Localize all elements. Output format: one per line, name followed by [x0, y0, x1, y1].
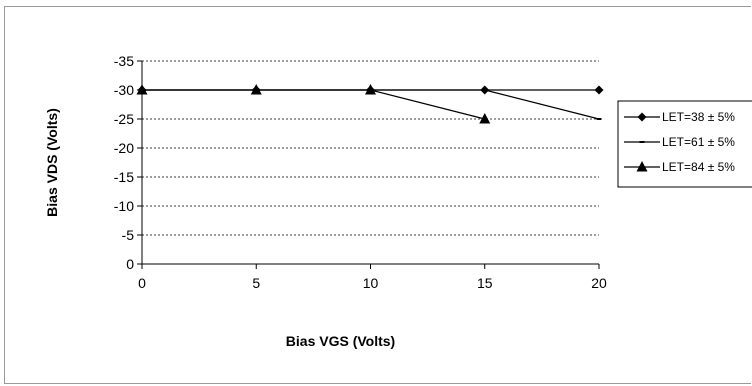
series-line: [142, 89, 485, 120]
x-tick-label: 10: [363, 275, 379, 291]
y-tick-label: 0: [126, 256, 134, 272]
x-tick-label: 20: [591, 275, 607, 291]
y-tick-label: -15: [114, 169, 134, 185]
x-tick-label: 0: [138, 275, 146, 291]
y-tick-label: -5: [122, 227, 135, 243]
x-tick-labels: 0 5 10 15 20: [138, 275, 607, 291]
data-point: [596, 118, 602, 120]
x-tick-label: 5: [252, 275, 260, 291]
legend-marker: [636, 161, 648, 172]
legend-label: LET=38 ± 5%: [662, 110, 735, 124]
y-tick-label: -20: [114, 140, 134, 156]
axes: [137, 60, 600, 269]
data-point: [482, 89, 488, 91]
data-point: [250, 84, 262, 95]
y-tick-label: -25: [114, 111, 134, 127]
y-tick-label: -35: [114, 53, 134, 69]
data-point: [136, 84, 148, 95]
legend-marker: [639, 141, 645, 143]
series-3: [136, 84, 491, 124]
series-group: [136, 84, 604, 124]
y-tick-label: -30: [114, 82, 134, 98]
y-axis-title: Bias VDS (Volts): [44, 108, 60, 217]
x-axis-title: Bias VGS (Volts): [286, 333, 395, 349]
y-tick-label: -10: [114, 198, 134, 214]
data-point: [594, 85, 604, 95]
chart-frame: [4, 6, 751, 384]
y-tick-labels: 0 -5 -10 -15 -20 -25 -30 -35: [114, 53, 134, 272]
legend-label: LET=61 ± 5%: [662, 135, 735, 149]
x-tick-label: 15: [477, 275, 493, 291]
data-point: [479, 113, 491, 124]
data-point: [365, 84, 376, 95]
legend-marker: [637, 112, 647, 122]
legend-label: LET=84 ± 5%: [662, 160, 735, 174]
legend: LET=38 ± 5% LET=61 ± 5% LET=84 ± 5%: [617, 100, 752, 188]
